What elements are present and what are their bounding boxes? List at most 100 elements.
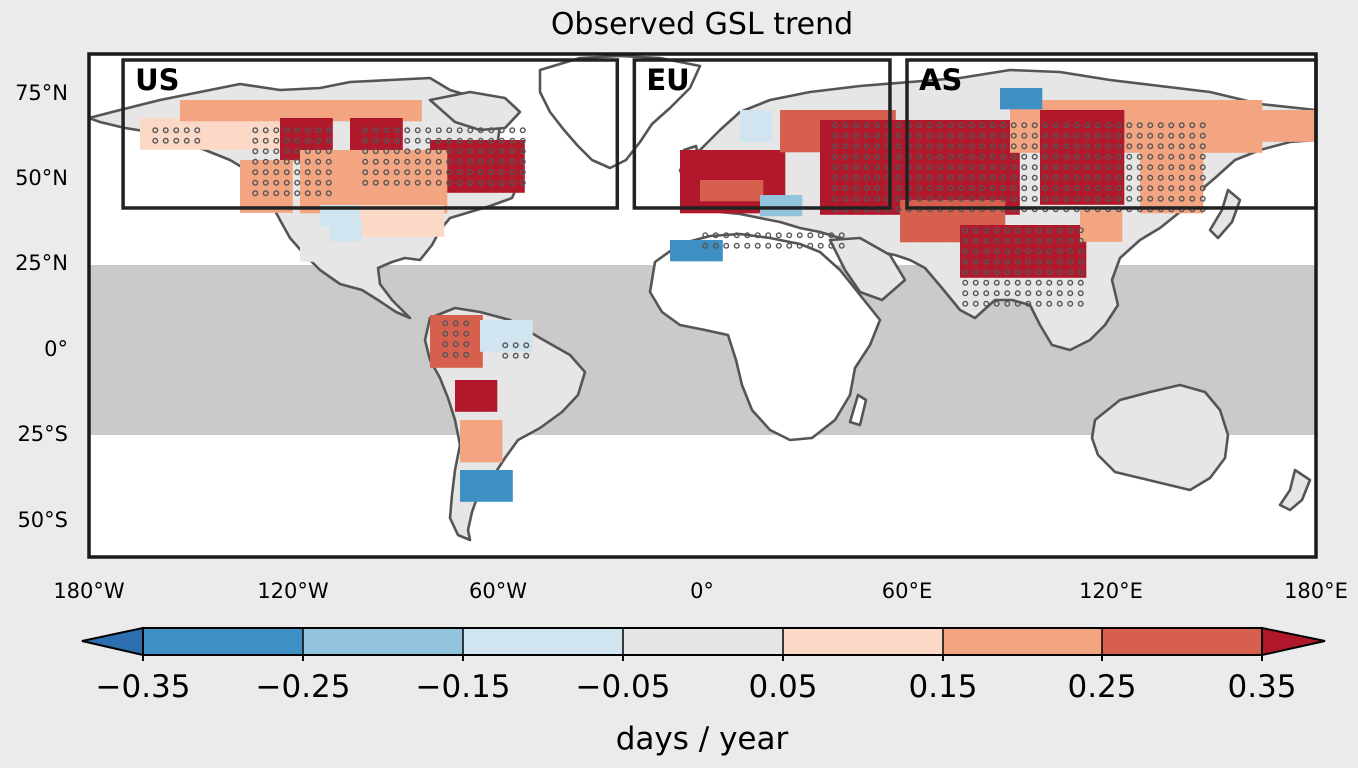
stipple — [979, 132, 986, 139]
warming-cell — [841, 151, 852, 163]
stipple — [874, 185, 881, 192]
stipple — [947, 153, 954, 160]
stipple — [1042, 122, 1049, 129]
warming-cell — [1161, 150, 1172, 161]
stipple — [1115, 132, 1122, 139]
stipple — [1021, 185, 1028, 192]
warming-cell — [1241, 100, 1252, 111]
stipple — [315, 148, 322, 155]
stipple — [1084, 132, 1091, 139]
warming-cell — [946, 141, 957, 152]
warming-cell — [405, 171, 416, 182]
cooling-cell — [680, 240, 692, 251]
stipple — [916, 143, 923, 150]
warming-cell — [832, 110, 844, 121]
warming-cell — [1241, 121, 1252, 132]
warming-cell — [316, 110, 328, 122]
warming-cell — [1033, 235, 1045, 247]
warming-cell — [455, 401, 466, 412]
warming-cell — [721, 190, 732, 202]
warming-cell — [430, 315, 441, 326]
warming-cell — [910, 231, 922, 243]
warming-cell — [150, 118, 162, 129]
stipple — [874, 153, 881, 160]
warming-cell — [853, 110, 865, 121]
stipple — [467, 169, 474, 176]
warming-cell — [1251, 100, 1263, 111]
stipple — [1115, 153, 1122, 160]
stipple — [477, 137, 484, 144]
warming-cell — [1146, 100, 1158, 111]
warming-cell — [843, 110, 854, 121]
stipple — [509, 127, 516, 134]
stipple — [842, 185, 849, 192]
warming-cell — [1050, 183, 1062, 195]
warming-cell — [360, 128, 372, 140]
warming-cell — [411, 100, 422, 111]
warming-cell — [322, 139, 333, 150]
stipple — [435, 148, 442, 155]
warming-cell — [300, 240, 311, 252]
stipple — [1147, 143, 1154, 150]
stipple — [1021, 122, 1028, 129]
warming-cell — [1111, 210, 1123, 221]
stipple — [958, 185, 965, 192]
stipple — [502, 352, 509, 359]
warming-cell — [680, 192, 691, 203]
warming-cell — [1161, 192, 1172, 203]
stipple — [393, 158, 400, 165]
stipple — [1067, 300, 1074, 307]
stipple — [1168, 174, 1175, 181]
warming-cell — [801, 131, 812, 142]
warming-cell — [820, 120, 831, 131]
warming-cell — [285, 100, 296, 111]
stipple — [1126, 153, 1133, 160]
warming-cell — [224, 118, 235, 129]
warming-cell — [1140, 181, 1151, 193]
warming-cell — [925, 120, 936, 131]
warming-cell — [348, 110, 359, 122]
warming-cell — [363, 171, 374, 182]
stipple — [702, 232, 709, 239]
warming-cell — [1065, 246, 1076, 257]
stipple — [842, 174, 849, 181]
stipple — [456, 127, 463, 134]
warming-cell — [1140, 160, 1151, 172]
warming-cell — [710, 190, 722, 202]
warming-cell — [331, 150, 343, 161]
warming-cell — [967, 162, 978, 173]
warming-cell — [514, 161, 525, 172]
lon-tick-120e: 120°E — [1079, 579, 1143, 603]
warming-cell — [261, 191, 272, 203]
stipple — [1067, 279, 1074, 286]
stipple — [463, 320, 470, 327]
stipple — [1010, 195, 1017, 202]
stipple — [273, 179, 280, 186]
cooling-cell — [750, 131, 762, 142]
warming-cell — [811, 131, 823, 142]
stipple — [863, 122, 870, 129]
warming-cell — [1040, 162, 1051, 174]
stipple — [874, 143, 881, 150]
stipple — [989, 153, 996, 160]
warming-cell — [946, 172, 957, 184]
warming-cell — [1157, 110, 1168, 122]
stipple — [958, 122, 965, 129]
warming-cell — [994, 210, 1006, 222]
stipple — [194, 127, 201, 134]
warming-cell — [921, 200, 932, 211]
lat-tick-0: 0° — [44, 337, 68, 361]
lat-tick-25n: 25°N — [15, 251, 68, 275]
warming-cell — [514, 140, 525, 151]
warming-cell — [1113, 173, 1125, 184]
stipple — [1052, 122, 1059, 129]
warming-cell — [690, 171, 702, 182]
stipple — [968, 185, 975, 192]
stipple — [993, 237, 1000, 244]
warming-cell — [1241, 131, 1252, 143]
warming-cell — [327, 100, 338, 111]
stipple — [863, 195, 870, 202]
stipple — [1178, 132, 1185, 139]
warming-cell — [161, 128, 172, 140]
warming-cell — [161, 139, 172, 150]
